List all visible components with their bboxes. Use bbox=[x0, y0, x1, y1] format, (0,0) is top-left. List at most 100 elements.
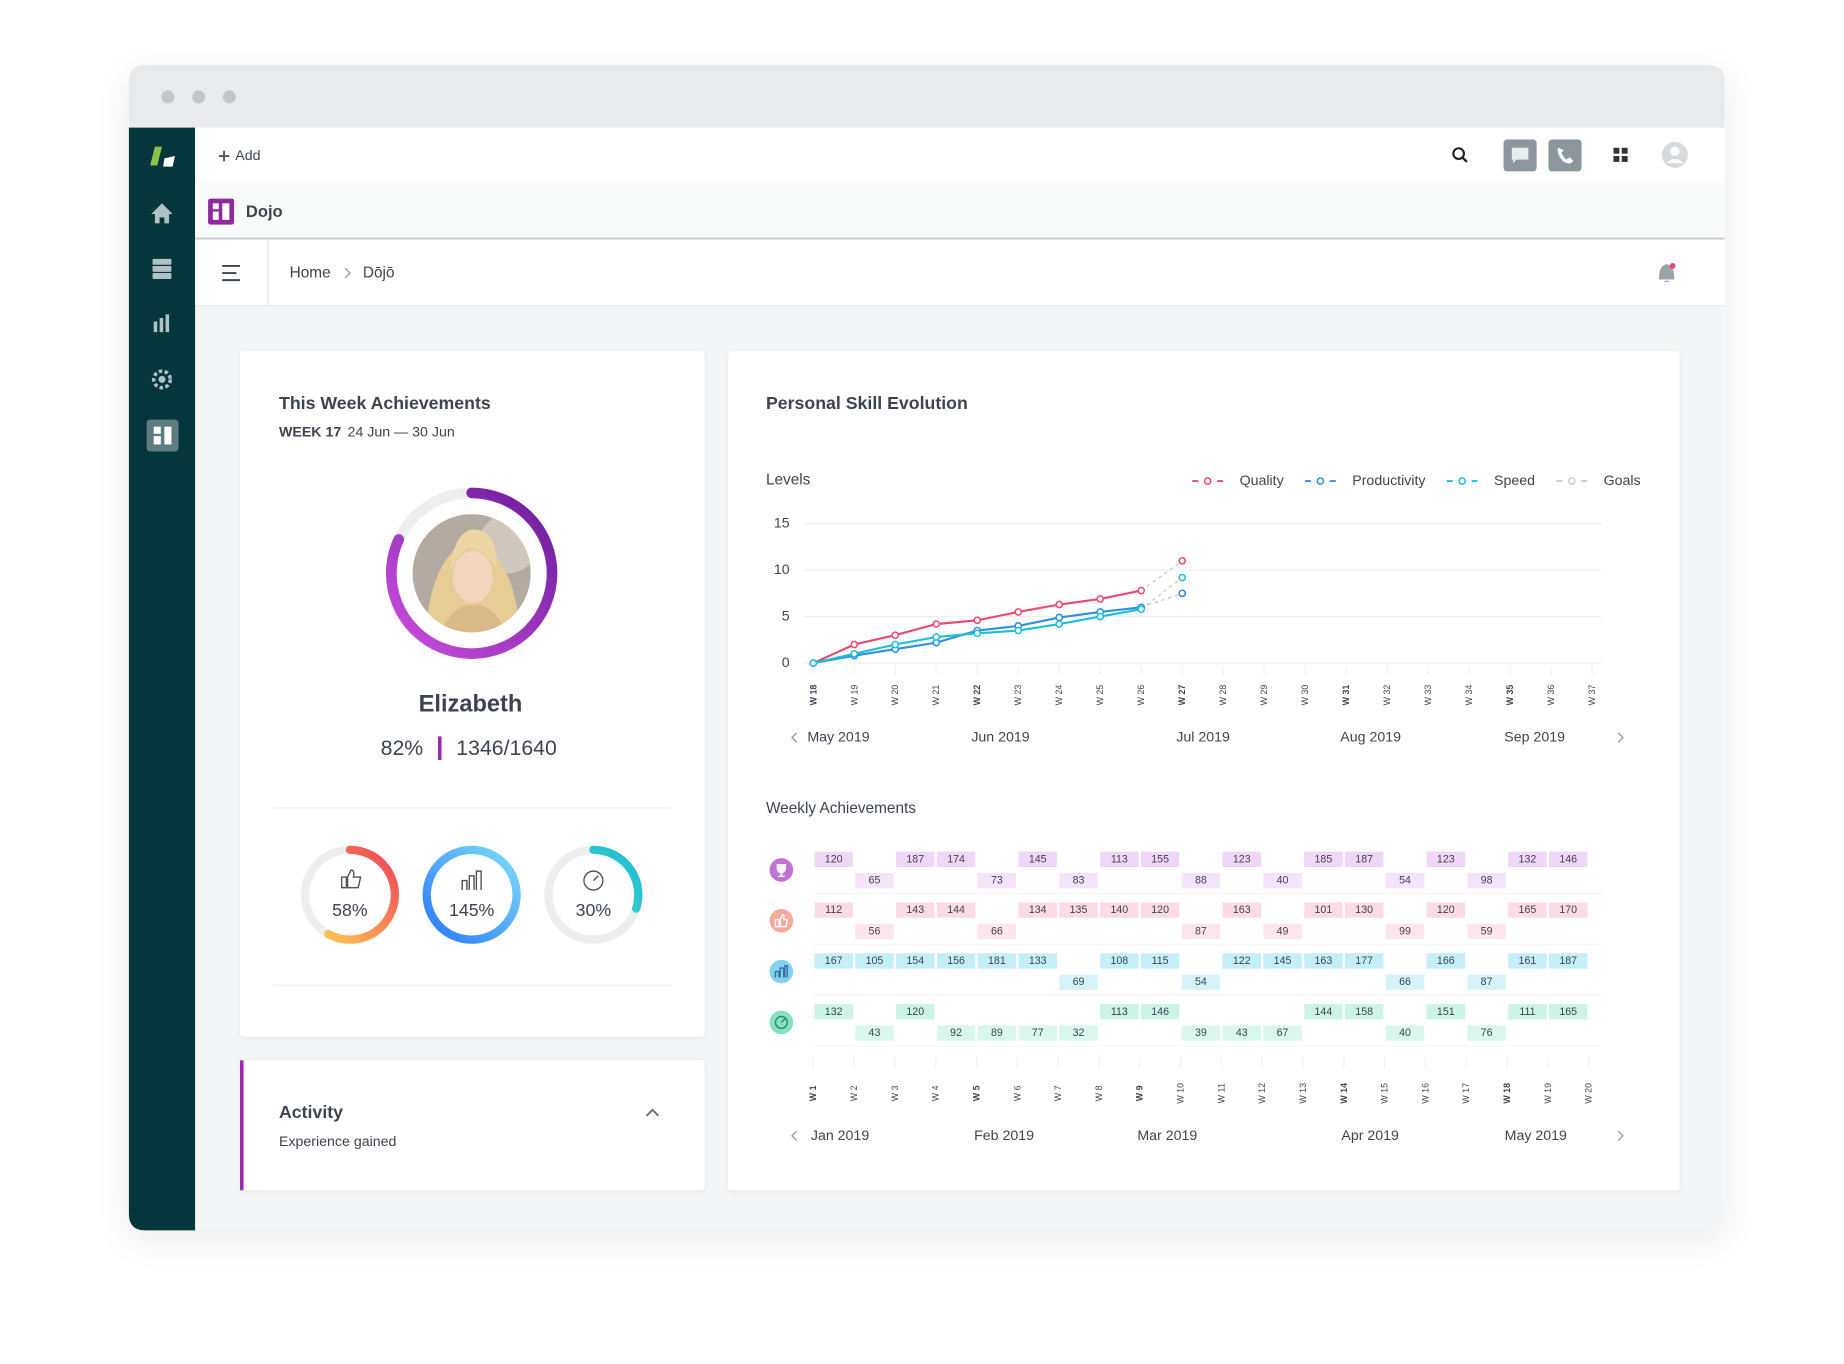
achievement-cell bbox=[855, 1025, 894, 1041]
nav-records[interactable] bbox=[152, 258, 172, 279]
achievement-cell bbox=[896, 1004, 935, 1020]
achievement-value: 144 bbox=[947, 904, 965, 916]
stat-icon-speed bbox=[583, 870, 604, 891]
next-button[interactable] bbox=[1617, 1130, 1624, 1142]
activity-card[interactable] bbox=[240, 1060, 705, 1191]
prev-button[interactable] bbox=[790, 1130, 798, 1142]
achievement-cell bbox=[1018, 953, 1057, 969]
progress-ring bbox=[300, 845, 399, 944]
achievement-cell bbox=[1344, 953, 1384, 969]
achievement-value: 69 bbox=[1073, 976, 1085, 988]
achievement-value: 132 bbox=[825, 1006, 843, 1018]
achievement-cell bbox=[1181, 974, 1221, 990]
nav-settings[interactable] bbox=[151, 369, 173, 390]
achievement-cell bbox=[1467, 923, 1506, 940]
achievement-cell bbox=[1385, 923, 1425, 940]
x-tick-label: W 23 bbox=[1013, 685, 1023, 706]
month-label: May 2019 bbox=[807, 730, 869, 746]
prev-button[interactable] bbox=[790, 732, 798, 743]
achievement-value: 87 bbox=[1195, 925, 1207, 937]
achievement-value: 120 bbox=[1151, 904, 1169, 916]
point bbox=[932, 633, 941, 641]
phone-button[interactable] bbox=[1548, 139, 1582, 172]
stat-label: 58% bbox=[332, 900, 368, 920]
achievement-value: 181 bbox=[988, 955, 1006, 967]
y-tick-label: 10 bbox=[774, 562, 790, 578]
achievement-cell bbox=[1181, 872, 1221, 889]
legend-marker bbox=[1316, 477, 1325, 485]
achievement-value: 140 bbox=[1110, 904, 1128, 916]
legend-label: Goals bbox=[1604, 473, 1641, 489]
search[interactable] bbox=[1452, 147, 1468, 163]
achievement-value: 145 bbox=[1274, 955, 1292, 967]
nav-home[interactable] bbox=[151, 203, 173, 224]
achievement-cell bbox=[1304, 851, 1343, 867]
logo[interactable] bbox=[150, 146, 162, 166]
achievement-value: 174 bbox=[947, 853, 965, 865]
achievement-value: 112 bbox=[825, 904, 842, 916]
goal-line bbox=[1140, 592, 1183, 608]
y-tick-label: 0 bbox=[782, 655, 790, 671]
achievement-value: 135 bbox=[1070, 904, 1088, 916]
row-icon bbox=[769, 959, 794, 984]
menu-button[interactable] bbox=[222, 264, 240, 282]
x-tick-label: W 28 bbox=[1218, 685, 1228, 706]
week-number: WEEK 17 bbox=[279, 425, 341, 441]
x-tick-label: W 26 bbox=[1136, 685, 1146, 706]
achievement-cell bbox=[1100, 953, 1139, 969]
window-dot[interactable] bbox=[161, 90, 175, 104]
stat-icon-chart bbox=[461, 870, 482, 891]
point bbox=[1014, 608, 1023, 616]
achievement-cell bbox=[1385, 974, 1425, 990]
app-icon bbox=[208, 198, 235, 225]
achievement-cell bbox=[1181, 1025, 1221, 1041]
nav-reports[interactable] bbox=[153, 314, 170, 333]
add-button[interactable]: Add bbox=[235, 148, 260, 164]
month-label: Mar 2019 bbox=[1137, 1128, 1197, 1144]
x-tick-label: W 34 bbox=[1464, 685, 1474, 706]
legend-label: Productivity bbox=[1352, 473, 1426, 489]
achievement-cell bbox=[1304, 953, 1343, 969]
achievement-value: 87 bbox=[1481, 976, 1493, 988]
chat-icon bbox=[1511, 147, 1529, 164]
x-tick-label: W 1 bbox=[808, 1085, 818, 1101]
window-dot[interactable] bbox=[222, 90, 236, 104]
achievement-value: 89 bbox=[991, 1027, 1003, 1039]
notifications[interactable] bbox=[1658, 264, 1675, 282]
achievement-value: 120 bbox=[825, 853, 843, 865]
collapse-button[interactable] bbox=[645, 1108, 660, 1117]
stat-label: 30% bbox=[576, 900, 612, 920]
nav-dojo-icon bbox=[153, 426, 172, 445]
x-tick-label: W 22 bbox=[972, 685, 982, 706]
x-tick-label: W 17 bbox=[1461, 1083, 1471, 1104]
apps-button[interactable] bbox=[1613, 147, 1628, 162]
achievement-value: 59 bbox=[1481, 925, 1493, 937]
app-icon-glyph bbox=[212, 203, 230, 220]
user-name: Elizabeth bbox=[419, 691, 523, 717]
achievement-cell bbox=[1140, 902, 1180, 918]
window-dot[interactable] bbox=[192, 90, 206, 104]
achievement-value: 66 bbox=[1399, 976, 1411, 988]
logo[interactable] bbox=[163, 156, 175, 167]
chart-title: Personal Skill Evolution bbox=[766, 393, 968, 413]
y-tick-label: 5 bbox=[782, 609, 790, 625]
achievement-cell bbox=[1549, 851, 1588, 867]
x-tick-label: W 15 bbox=[1380, 1083, 1390, 1104]
nav-dojo-active[interactable] bbox=[146, 419, 179, 452]
month-label: Jun 2019 bbox=[971, 730, 1029, 746]
x-tick-label: W 7 bbox=[1053, 1085, 1063, 1101]
breadcrumb-home[interactable]: Home bbox=[290, 265, 331, 282]
achievement-cell bbox=[1059, 902, 1098, 918]
progress-ring bbox=[544, 845, 643, 944]
month-label: Apr 2019 bbox=[1341, 1128, 1399, 1144]
achievement-cell bbox=[1549, 953, 1588, 969]
add-icon[interactable] bbox=[218, 150, 230, 162]
x-tick-label: W 9 bbox=[1135, 1085, 1145, 1101]
app-bar bbox=[195, 183, 1725, 239]
achievement-cell bbox=[977, 923, 1017, 940]
achievement-value: 105 bbox=[866, 955, 884, 967]
next-button[interactable] bbox=[1617, 732, 1624, 743]
achievement-cell bbox=[1222, 1025, 1261, 1041]
x-tick-label: W 14 bbox=[1339, 1083, 1349, 1104]
